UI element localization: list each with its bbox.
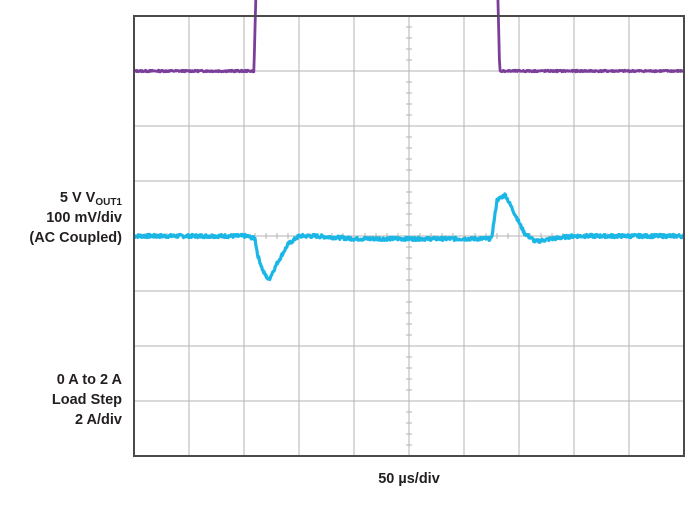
ch1-trace	[133, 192, 686, 282]
channel2-range: 0 A to 2 A	[56, 372, 122, 388]
channel1-label-line1: 5 V VOUT1	[59, 190, 122, 208]
channel1-label: 5 V VOUT1 100 mV/div (AC Coupled)	[29, 188, 122, 248]
time-scale-label: 50 µs/div	[378, 471, 440, 487]
vout-subscript: OUT1	[95, 197, 122, 208]
channel2-scale: 2 A/div	[74, 412, 122, 428]
channel2-description: Load Step	[51, 392, 122, 408]
channel1-coupling: (AC Coupled)	[29, 230, 122, 246]
traces	[133, 0, 686, 282]
channel2-label: 0 A to 2 A Load Step 2 A/div	[52, 370, 122, 430]
ch2-trace	[133, 0, 685, 74]
plot-frame	[133, 15, 685, 457]
channel1-scale: 100 mV/div	[46, 210, 122, 226]
